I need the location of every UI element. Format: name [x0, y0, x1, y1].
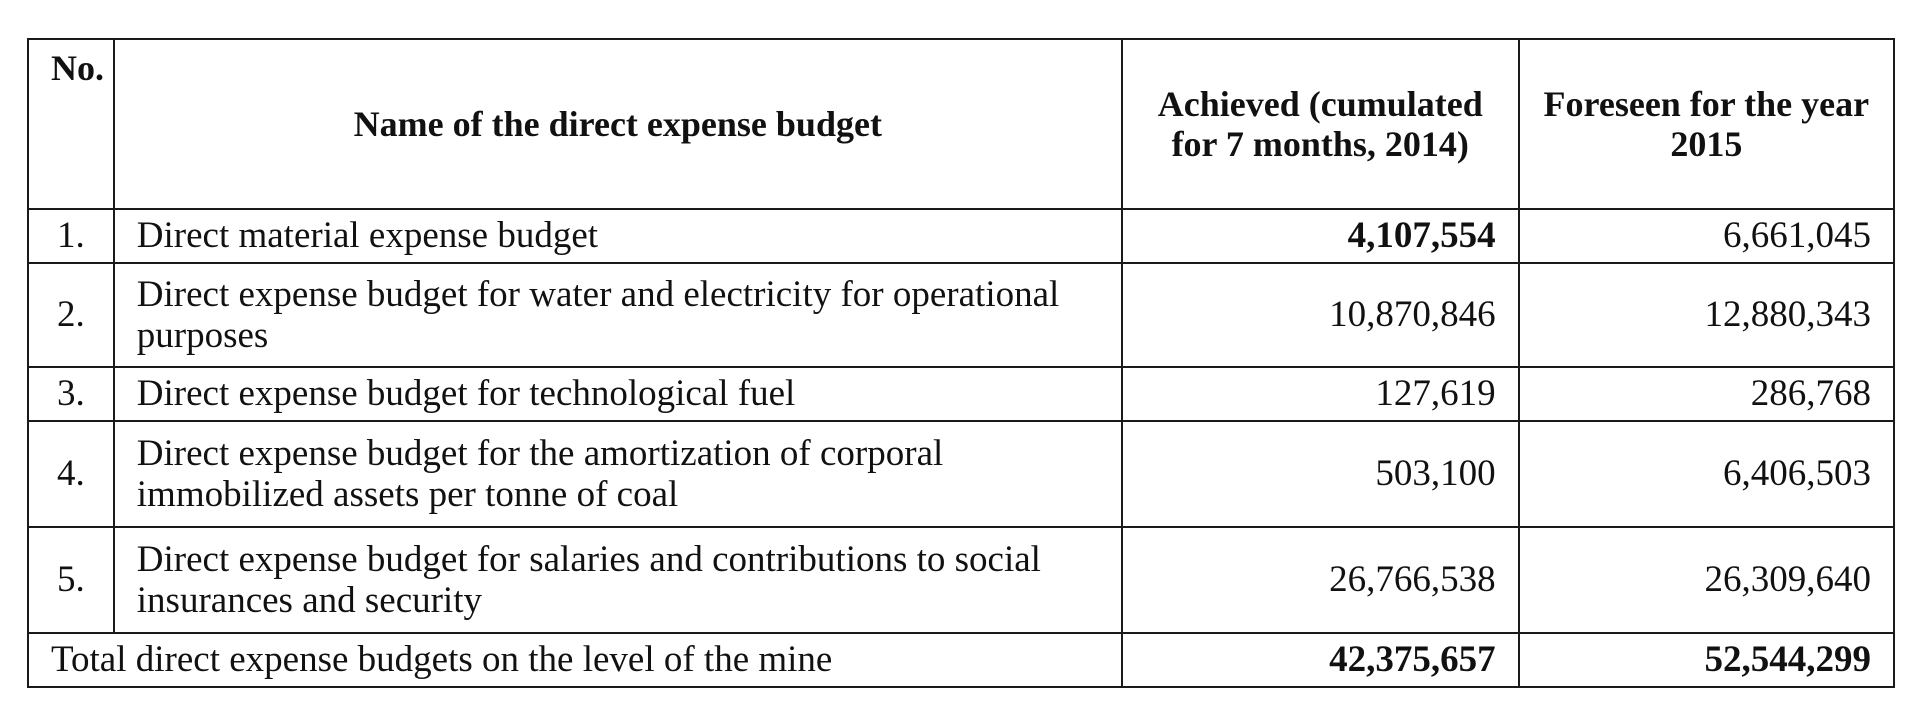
table-row: 1. Direct material expense budget 4,107,… — [27, 208, 1896, 264]
row-number: 1. — [27, 208, 115, 264]
table-row: 2. Direct expense budget for water and e… — [27, 262, 1896, 368]
row-number: 5. — [27, 526, 115, 634]
row-name: Direct expense budget for water and elec… — [112, 262, 1123, 368]
header-achieved: Achieved (cumulated for 7 months, 2014) — [1120, 38, 1520, 210]
header-name: Name of the direct expense budget — [112, 38, 1123, 210]
row-number: 2. — [27, 262, 115, 368]
row-achieved: 10,870,846 — [1120, 262, 1520, 368]
table-row: 4. Direct expense budget for the amortiz… — [27, 420, 1896, 528]
row-achieved: 503,100 — [1120, 420, 1520, 528]
row-number: 4. — [27, 420, 115, 528]
total-foreseen: 52,544,299 — [1517, 632, 1896, 688]
total-achieved: 42,375,657 — [1120, 632, 1520, 688]
header-no: No. — [27, 38, 115, 210]
row-achieved: 4,107,554 — [1120, 208, 1520, 264]
row-foreseen: 6,406,503 — [1517, 420, 1896, 528]
total-row: Total direct expense budgets on the leve… — [27, 632, 1896, 688]
row-foreseen: 6,661,045 — [1517, 208, 1896, 264]
total-label: Total direct expense budgets on the leve… — [27, 632, 1123, 688]
row-number: 3. — [27, 366, 115, 422]
table-row: 5. Direct expense budget for salaries an… — [27, 526, 1896, 634]
row-foreseen: 26,309,640 — [1517, 526, 1896, 634]
row-foreseen: 286,768 — [1517, 366, 1896, 422]
direct-expense-budget-table: No. Name of the direct expense budget Ac… — [27, 38, 1896, 688]
table-header-row: No. Name of the direct expense budget Ac… — [27, 38, 1896, 210]
row-name: Direct material expense budget — [112, 208, 1123, 264]
row-foreseen: 12,880,343 — [1517, 262, 1896, 368]
row-name: Direct expense budget for technological … — [112, 366, 1123, 422]
row-achieved: 127,619 — [1120, 366, 1520, 422]
row-achieved: 26,766,538 — [1120, 526, 1520, 634]
header-foreseen: Foreseen for the year 2015 — [1517, 38, 1896, 210]
row-name: Direct expense budget for the amortizati… — [112, 420, 1123, 528]
row-name: Direct expense budget for salaries and c… — [112, 526, 1123, 634]
table-row: 3. Direct expense budget for technologic… — [27, 366, 1896, 422]
